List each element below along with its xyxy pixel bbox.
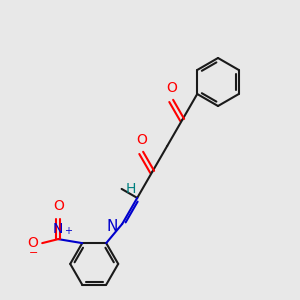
Text: O: O bbox=[53, 199, 64, 213]
Text: N: N bbox=[53, 222, 63, 236]
Text: O: O bbox=[136, 133, 147, 147]
Text: O: O bbox=[27, 236, 38, 250]
Text: N: N bbox=[107, 219, 118, 234]
Text: O: O bbox=[166, 81, 177, 95]
Text: −: − bbox=[29, 248, 38, 258]
Text: +: + bbox=[64, 226, 72, 236]
Text: H: H bbox=[126, 182, 136, 196]
